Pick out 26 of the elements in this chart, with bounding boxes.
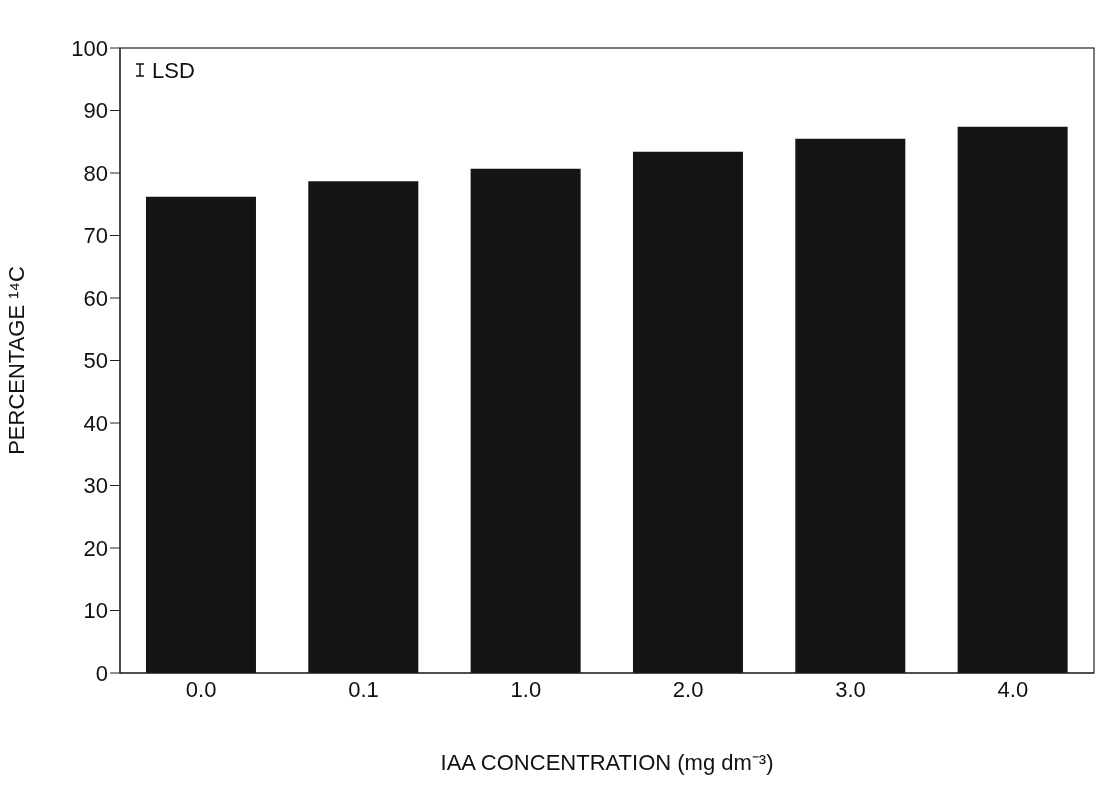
y-tick-label: 30	[83, 473, 108, 499]
x-tick-label: 3.0	[835, 676, 866, 702]
y-tick-label: 40	[83, 410, 108, 436]
y-tick-label: 80	[83, 160, 108, 186]
bar	[308, 181, 419, 673]
y-tick-label: 10	[83, 598, 108, 624]
bar	[795, 138, 906, 673]
y-tick-label: 90	[83, 98, 108, 124]
bar	[145, 196, 256, 673]
y-tick-label: 70	[83, 223, 108, 249]
annotation: LSD	[152, 58, 195, 83]
y-tick-label: 60	[83, 285, 108, 311]
x-axis-title: IAA CONCENTRATION (mg dm⁻³)	[440, 750, 774, 775]
y-axis-title: PERCENTAGE ¹⁴C	[3, 266, 29, 455]
y-tick-label: 0	[95, 660, 108, 686]
x-tick-label: 0.0	[185, 676, 217, 702]
bar	[470, 168, 581, 673]
x-tick-label: 4.0	[997, 676, 1029, 702]
y-tick-label: 100	[71, 35, 108, 61]
x-tick-label: 0.1	[348, 676, 379, 702]
x-tick-label: 1.0	[510, 676, 542, 702]
bar	[632, 151, 743, 673]
y-tick-label: 20	[83, 535, 108, 561]
y-tick-label: 50	[83, 348, 108, 374]
bar	[957, 126, 1068, 673]
x-tick-label: 2.0	[672, 676, 704, 702]
